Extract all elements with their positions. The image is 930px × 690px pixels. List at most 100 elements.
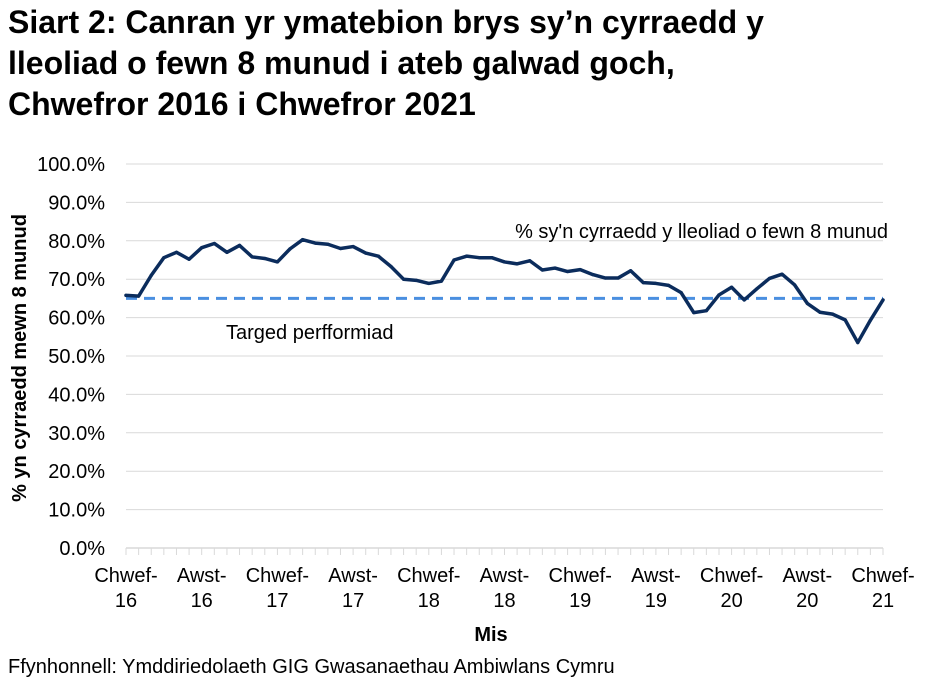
data-point bbox=[578, 268, 582, 272]
y-tick-label: 30.0% bbox=[48, 423, 105, 445]
y-tick-label: 50.0% bbox=[48, 346, 105, 368]
data-point bbox=[137, 294, 141, 298]
y-axis-title: % yn cyrraedd mewn 8 munud bbox=[9, 214, 31, 502]
data-point bbox=[603, 276, 608, 280]
x-tick-label: Chwef- bbox=[397, 565, 460, 587]
data-point bbox=[502, 260, 507, 264]
data-point bbox=[805, 301, 809, 305]
data-point bbox=[666, 283, 671, 287]
data-point bbox=[326, 242, 330, 246]
y-tick-label: 0.0% bbox=[59, 538, 105, 560]
data-point bbox=[124, 293, 128, 297]
x-axis-tick-labels: Chwef- 16 Awst- 16 Chwef- 17 Awst- 17 Chwef- 18 Aw… bbox=[94, 565, 914, 612]
x-tick-label: 20 bbox=[720, 590, 742, 612]
data-point bbox=[212, 241, 216, 246]
data-point bbox=[427, 281, 431, 286]
x-tick-label: 19 bbox=[645, 590, 667, 612]
x-tick-label: 20 bbox=[796, 590, 818, 612]
data-point bbox=[565, 269, 570, 274]
data-point bbox=[490, 256, 494, 260]
y-tick-label: 70.0% bbox=[48, 269, 105, 291]
data-point bbox=[351, 244, 355, 249]
series-group bbox=[124, 237, 885, 345]
data-point bbox=[174, 250, 179, 254]
x-tick-label: 18 bbox=[493, 590, 515, 612]
x-tick-label: 19 bbox=[569, 590, 591, 612]
data-point bbox=[591, 272, 595, 277]
data-point bbox=[704, 309, 708, 313]
data-point bbox=[755, 287, 759, 291]
gridlines bbox=[126, 163, 883, 511]
data-point bbox=[187, 257, 191, 261]
x-tick-label: Chwef- bbox=[246, 565, 309, 587]
data-point bbox=[730, 285, 734, 289]
x-tick-label: Chwef- bbox=[851, 565, 914, 587]
x-tick-label: Awst- bbox=[480, 565, 530, 587]
series-annotation: % sy'n cyrraedd y lleoliad o fewn 8 munu… bbox=[515, 221, 888, 243]
data-point bbox=[830, 312, 835, 316]
target-annotation: Targed perfformiad bbox=[226, 322, 394, 344]
data-point bbox=[780, 272, 784, 276]
x-axis bbox=[125, 547, 884, 555]
data-point bbox=[313, 241, 317, 245]
line-chart: 0.0% 10.0% 20.0% 30.0% 40.0% 50.0% 60.0% 70.0% 8… bbox=[9, 154, 915, 646]
data-point bbox=[338, 246, 343, 251]
data-point bbox=[742, 298, 746, 302]
x-tick-label: 21 bbox=[872, 590, 894, 612]
x-tick-label: Chwef- bbox=[94, 565, 157, 587]
data-point bbox=[149, 273, 153, 277]
data-point bbox=[263, 256, 267, 261]
data-point bbox=[553, 266, 557, 270]
data-point bbox=[654, 281, 658, 286]
data-point bbox=[162, 256, 166, 260]
chart-title: Siart 2: Canran yr ymatebion brys sy’n c… bbox=[8, 2, 918, 125]
data-point bbox=[818, 310, 822, 314]
x-tick-label: 18 bbox=[418, 590, 440, 612]
x-tick-label: Awst- bbox=[631, 565, 681, 587]
data-point bbox=[528, 259, 532, 263]
y-tick-label: 90.0% bbox=[48, 192, 105, 214]
data-point bbox=[868, 318, 872, 322]
x-tick-label: Chwef- bbox=[549, 565, 612, 587]
data-point bbox=[679, 291, 683, 295]
title-line: lleoliad o fewn 8 munud i ateb galwad go… bbox=[8, 45, 675, 81]
source-note: Ffynhonnell: Ymddiriedolaeth GIG Gwasana… bbox=[8, 656, 615, 678]
data-point bbox=[288, 247, 292, 251]
data-point bbox=[465, 254, 469, 258]
data-point bbox=[540, 268, 544, 272]
data-point bbox=[856, 340, 860, 345]
data-point bbox=[301, 238, 305, 242]
data-point bbox=[401, 277, 406, 281]
x-tick-label: Awst- bbox=[328, 565, 378, 587]
data-point bbox=[389, 264, 393, 269]
x-tick-label: Chwef- bbox=[700, 565, 763, 587]
data-point bbox=[452, 258, 456, 262]
y-axis-tick-labels: 0.0% 10.0% 20.0% 30.0% 40.0% 50.0% 60.0% 70.0% 8… bbox=[37, 154, 105, 560]
x-tick-label: 16 bbox=[115, 590, 137, 612]
data-point bbox=[237, 243, 242, 248]
x-tick-label: 17 bbox=[266, 590, 288, 612]
data-point bbox=[767, 276, 772, 281]
y-tick-label: 40.0% bbox=[48, 384, 105, 406]
x-tick-label: Awst- bbox=[782, 565, 832, 587]
data-point bbox=[641, 281, 645, 285]
data-point bbox=[717, 293, 721, 297]
data-point bbox=[692, 311, 696, 315]
data-point bbox=[376, 254, 380, 258]
data-point bbox=[250, 255, 254, 259]
data-point bbox=[275, 260, 279, 264]
data-point bbox=[439, 279, 444, 283]
data-point bbox=[881, 298, 885, 302]
data-point bbox=[616, 276, 620, 280]
data-point bbox=[793, 283, 797, 287]
y-tick-label: 20.0% bbox=[48, 461, 105, 483]
title-line: Siart 2: Canran yr ymatebion brys sy’n c… bbox=[8, 4, 764, 40]
y-tick-label: 60.0% bbox=[48, 308, 105, 330]
title-line: Chwefror 2016 i Chwefror 2021 bbox=[8, 86, 476, 122]
y-tick-label: 10.0% bbox=[48, 500, 105, 522]
x-axis-title: Mis bbox=[474, 624, 507, 646]
x-tick-label: Awst- bbox=[177, 565, 227, 587]
data-point bbox=[225, 250, 229, 254]
x-tick-label: 17 bbox=[342, 590, 364, 612]
y-tick-label: 80.0% bbox=[48, 231, 105, 253]
